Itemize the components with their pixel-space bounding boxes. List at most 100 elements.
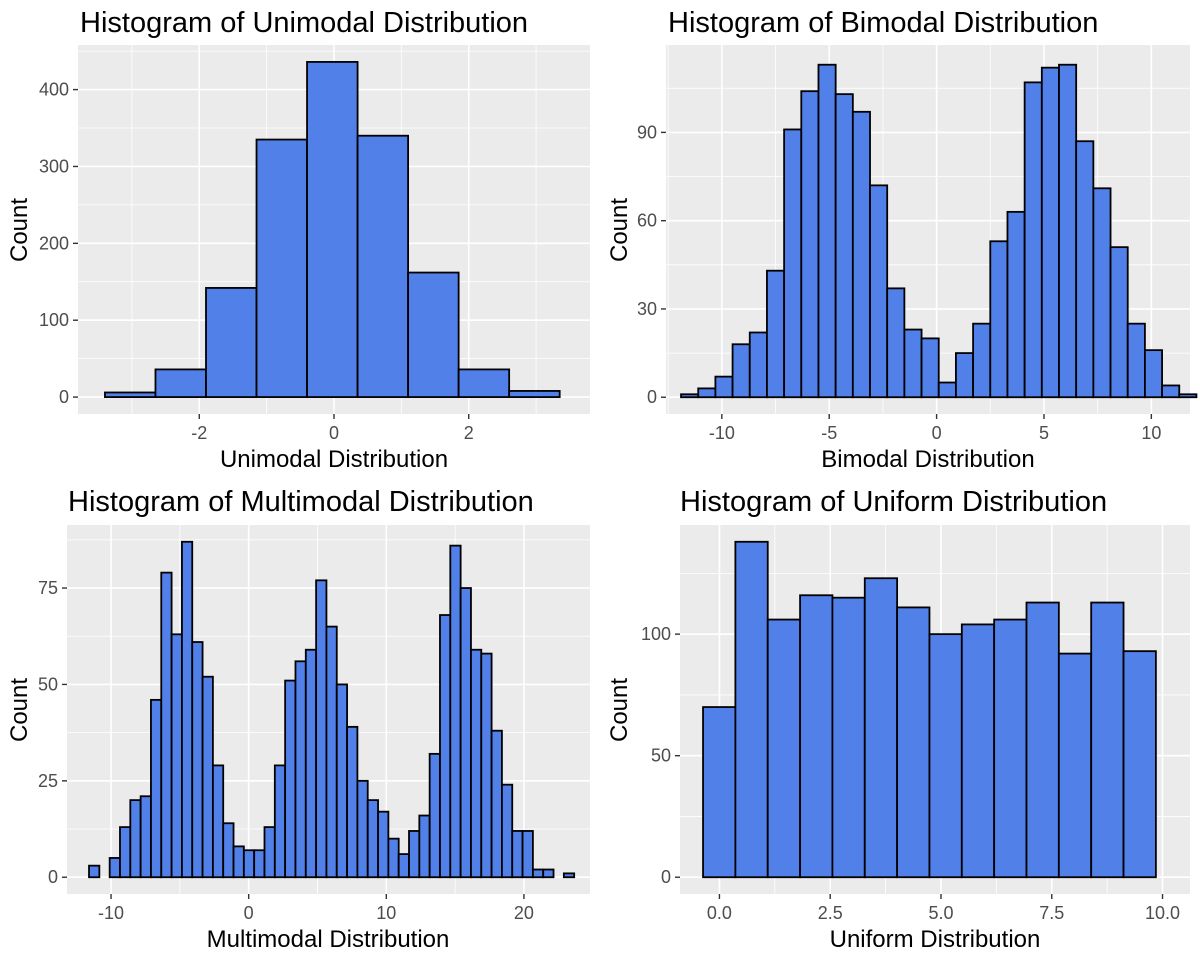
histogram-bar-4: [831, 596, 866, 879]
histogram-bar-9: [993, 618, 1028, 879]
y-tick-label-90: 90: [637, 122, 657, 142]
histogram-bar-16: [253, 849, 266, 879]
histogram-bar-19: [284, 679, 297, 879]
histogram-bar-8: [960, 623, 996, 879]
y-tick-label-0: 0: [661, 867, 671, 887]
histogram-bar-6: [896, 606, 931, 879]
histogram-bar-25: [346, 725, 359, 879]
x-tick-label-2: -2: [191, 423, 207, 443]
histogram-bar-5: [139, 795, 152, 879]
histogram-bar-9: [834, 93, 854, 399]
y-tick-label-0: 0: [647, 387, 657, 407]
histogram-bar-22: [315, 579, 328, 879]
histogram-bar-20: [294, 660, 307, 879]
histogram-bar-3: [119, 826, 132, 879]
histogram-bar-22: [1058, 63, 1078, 399]
bimodal-histogram-panel: -10 -5 0 5 10 0 30 60 90 Histogram of Bimodal Dis…: [600, 0, 1200, 480]
chart-title: Histogram of Multimodal Distribution: [68, 486, 534, 518]
histogram-bar-33: [428, 752, 441, 879]
y-tick-label-30: 30: [637, 299, 657, 319]
x-tick-label-0: 0: [932, 423, 942, 443]
y-tick-label-60: 60: [637, 211, 657, 231]
histogram-bar-41: [511, 830, 524, 879]
x-tick-label-7-5: 7.5: [1039, 903, 1064, 923]
histogram-bar-13: [903, 328, 923, 399]
histogram-bar-34: [439, 614, 452, 879]
histogram-bar-16: [955, 352, 974, 399]
chart-title: Histogram of Uniform Distribution: [680, 486, 1107, 518]
histogram-bar-28: [1161, 384, 1181, 399]
histogram-bar-0: [702, 706, 737, 879]
y-tick-label-50: 50: [651, 746, 671, 766]
x-axis-label: Multimodal Distribution: [207, 926, 450, 953]
histogram-bar-5: [766, 269, 786, 399]
histogram-bar-15: [937, 381, 957, 399]
chart-title: Histogram of Unimodal Distribution: [80, 7, 528, 39]
y-tick-label-0: 0: [59, 387, 69, 407]
histogram-bar-21: [1040, 66, 1060, 399]
x-tick-label-0: 0: [244, 903, 254, 923]
histogram-bar-0: [680, 393, 700, 399]
histogram-bar-3: [799, 594, 834, 879]
histogram-svg: 0.0 2.5 5.0 7.5 10.0 0 50 100 Histogram of Unifo…: [606, 486, 1190, 953]
histogram-bar-11: [869, 184, 889, 399]
histogram-bar-4: [129, 799, 142, 879]
histogram-bar-13: [222, 822, 235, 879]
x-tick-label-5: 5: [1039, 423, 1049, 443]
y-tick-label-100: 100: [39, 310, 69, 330]
histogram-bar-4: [748, 331, 768, 399]
histogram-svg: -2 0 2 0 100 200 300 400 Histogram of Unimodal D…: [6, 7, 590, 473]
histogram-bar-39: [490, 729, 503, 879]
x-tick-label-0: 0: [329, 423, 339, 443]
uniform-histogram-panel: 0.0 2.5 5.0 7.5 10.0 0 50 100 Histogram of Unifo…: [600, 480, 1200, 960]
histogram-bar-1: [697, 387, 717, 399]
histogram-bar-4: [306, 61, 359, 398]
histogram-bar-6: [407, 271, 460, 398]
histogram-bar-9: [181, 540, 194, 879]
histogram-bar-31: [408, 830, 421, 879]
histogram-bar-21: [304, 648, 318, 879]
histogram-bar-35: [449, 544, 462, 879]
histogram-bar-28: [377, 810, 390, 879]
histogram-bar-7: [928, 633, 963, 879]
histogram-bar-14: [232, 845, 245, 879]
histogram-bar-29: [1178, 393, 1198, 399]
histogram-bar-6: [150, 698, 163, 879]
y-tick-label-75: 75: [38, 578, 58, 598]
y-tick-label-300: 300: [39, 156, 69, 176]
x-axis-label: Unimodal Distribution: [220, 446, 448, 473]
histogram-bar-11: [201, 675, 214, 879]
multimodal-histogram-panel: -10 0 10 20 0 25 50 75 Histogram of Multimodal D…: [0, 480, 600, 960]
unimodal-histogram-panel: -2 0 2 0 100 200 300 400 Histogram of Unimodal D…: [0, 0, 600, 480]
y-axis-label: Count: [606, 198, 633, 262]
histogram-bar-37: [470, 648, 483, 879]
histogram-bar-27: [366, 799, 379, 879]
y-tick-label-25: 25: [38, 771, 58, 791]
histogram-bar-2: [714, 375, 734, 399]
x-tick-label-2-5: 2.5: [818, 903, 843, 923]
x-tick-label-10: -10: [709, 423, 735, 443]
histogram-bar-12: [886, 287, 906, 399]
histogram-bar-8: [170, 633, 183, 879]
x-tick-label-10: 10: [1141, 423, 1161, 443]
histogram-bar-26: [356, 779, 369, 879]
histogram-bar-14: [920, 337, 940, 399]
y-tick-label-50: 50: [38, 674, 58, 694]
histogram-svg: -10 -5 0 5 10 0 30 60 90 Histogram of Bimodal Dis…: [606, 7, 1198, 473]
histogram-bar-24: [1092, 187, 1112, 399]
histogram-bar-17: [263, 826, 276, 879]
histogram-bar-19: [1006, 210, 1026, 399]
histogram-bar-32: [418, 814, 431, 879]
histogram-bar-2: [205, 287, 258, 398]
x-tick-label-10: -10: [98, 903, 124, 923]
histogram-bar-8: [817, 63, 837, 399]
histogram-bar-17: [972, 322, 992, 399]
histogram-bar-5: [356, 134, 410, 398]
histogram-bar-25: [1109, 246, 1129, 399]
histogram-bar-26: [1126, 322, 1146, 399]
histogram-bar-0: [88, 864, 101, 879]
histogram-bar-20: [1023, 81, 1043, 399]
histogram-bar-2: [766, 618, 801, 879]
histogram-bar-7: [800, 90, 820, 399]
histogram-bar-5: [863, 577, 899, 879]
